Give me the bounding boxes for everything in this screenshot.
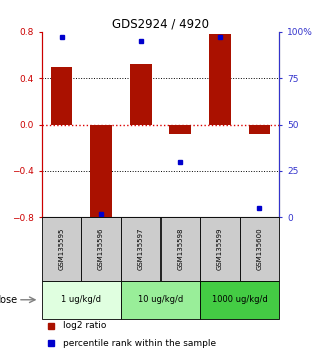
Text: GSM135598: GSM135598 <box>177 228 183 270</box>
Text: GSM135596: GSM135596 <box>98 228 104 270</box>
Bar <box>81 217 121 281</box>
Bar <box>209 34 231 125</box>
Title: GDS2924 / 4920: GDS2924 / 4920 <box>112 18 209 31</box>
Text: GSM135599: GSM135599 <box>217 228 223 270</box>
Bar <box>248 125 270 134</box>
Text: 1 ug/kg/d: 1 ug/kg/d <box>61 295 101 304</box>
Bar <box>200 217 240 281</box>
Bar <box>121 281 200 319</box>
Bar <box>200 281 279 319</box>
Bar <box>90 125 112 219</box>
Text: log2 ratio: log2 ratio <box>63 321 107 330</box>
Text: 10 ug/kg/d: 10 ug/kg/d <box>138 295 183 304</box>
Text: percentile rank within the sample: percentile rank within the sample <box>63 339 216 348</box>
Bar <box>121 217 160 281</box>
Text: 1000 ug/kg/d: 1000 ug/kg/d <box>212 295 268 304</box>
Text: GSM135600: GSM135600 <box>256 228 263 270</box>
Bar <box>130 64 152 125</box>
Bar <box>42 217 81 281</box>
Bar <box>51 67 73 125</box>
Text: GSM135597: GSM135597 <box>138 228 144 270</box>
Text: dose: dose <box>0 295 18 305</box>
Bar <box>169 125 191 134</box>
Bar <box>160 217 200 281</box>
Text: GSM135595: GSM135595 <box>58 228 65 270</box>
Bar <box>42 281 121 319</box>
Bar <box>240 217 279 281</box>
